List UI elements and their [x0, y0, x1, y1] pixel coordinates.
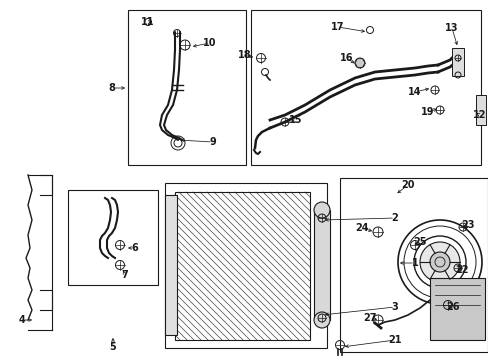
Circle shape: [419, 242, 459, 282]
Bar: [451, 48, 463, 76]
Text: 2: 2: [391, 213, 398, 223]
Text: 21: 21: [387, 335, 401, 345]
Text: 20: 20: [401, 180, 414, 190]
Text: 24: 24: [354, 223, 368, 233]
Text: 16: 16: [340, 53, 353, 63]
Text: 8: 8: [108, 83, 115, 93]
Text: 27: 27: [363, 313, 376, 323]
Text: 6: 6: [131, 243, 138, 253]
Bar: [164, 183, 326, 348]
Text: 1: 1: [411, 258, 418, 268]
Text: 17: 17: [330, 22, 344, 32]
Bar: [429, 278, 484, 340]
Text: 9: 9: [209, 137, 216, 147]
Circle shape: [313, 312, 329, 328]
Text: 13: 13: [445, 23, 458, 33]
Text: 10: 10: [203, 38, 216, 48]
Text: 23: 23: [460, 220, 474, 230]
Bar: [313, 210, 329, 320]
Bar: [339, 178, 487, 352]
Text: 25: 25: [412, 237, 426, 247]
Bar: [475, 95, 485, 125]
Bar: [164, 195, 177, 335]
Circle shape: [313, 202, 329, 218]
Bar: [250, 10, 480, 165]
Text: 26: 26: [446, 302, 459, 312]
Text: 3: 3: [391, 302, 398, 312]
Polygon shape: [354, 59, 364, 67]
Text: 4: 4: [19, 315, 25, 325]
Circle shape: [429, 252, 449, 272]
Text: 5: 5: [109, 342, 116, 352]
Bar: [128, 10, 245, 165]
Text: 12: 12: [472, 110, 486, 120]
Text: 19: 19: [420, 107, 434, 117]
Text: 22: 22: [454, 265, 468, 275]
Text: 18: 18: [238, 50, 251, 60]
Text: 15: 15: [289, 115, 302, 125]
Bar: [68, 190, 158, 285]
Text: 7: 7: [122, 270, 128, 280]
Bar: [175, 192, 309, 340]
Text: 14: 14: [407, 87, 421, 97]
Text: 11: 11: [141, 17, 154, 27]
